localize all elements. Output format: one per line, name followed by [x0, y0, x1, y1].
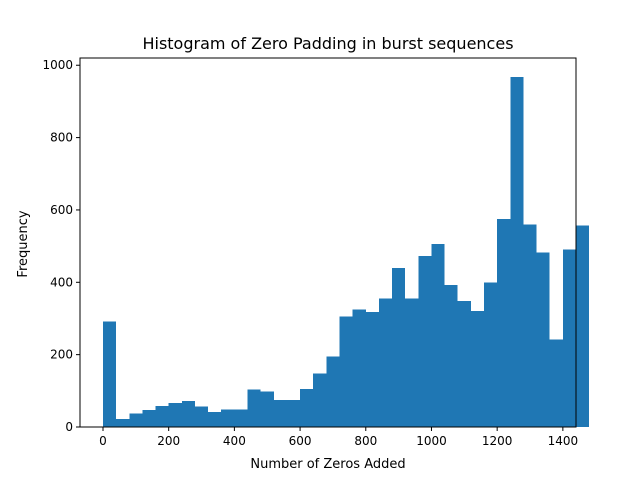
histogram-bar	[470, 311, 485, 427]
histogram-bar	[457, 301, 471, 427]
histogram-bar	[549, 339, 563, 427]
histogram-bar	[155, 406, 169, 427]
histogram-bar	[484, 282, 498, 427]
y-tick-label: 0	[65, 420, 73, 434]
histogram-bar	[444, 284, 458, 427]
histogram-bar	[405, 298, 419, 427]
histogram-bar	[247, 389, 261, 427]
histogram-bar	[392, 267, 406, 427]
histogram-bar	[326, 356, 340, 427]
histogram-bar	[536, 252, 550, 427]
histogram-bar	[300, 389, 314, 427]
histogram-bar	[194, 406, 209, 427]
histogram-bar	[431, 243, 445, 427]
histogram-bar	[562, 249, 576, 427]
histogram-bar	[365, 311, 379, 427]
y-tick-label: 400	[50, 275, 73, 289]
histogram-bar	[418, 255, 432, 427]
x-tick-label: 200	[157, 434, 180, 448]
chart-title: Histogram of Zero Padding in burst seque…	[142, 34, 513, 53]
y-tick-label: 200	[50, 348, 73, 362]
histogram-bar	[497, 218, 511, 427]
y-axis-label: Frequency	[16, 210, 31, 277]
x-tick-label: 400	[223, 434, 246, 448]
histogram-bar	[260, 391, 274, 427]
y-tick-label: 1000	[42, 58, 73, 72]
histogram-bar	[116, 419, 130, 427]
plot-frame	[79, 57, 577, 428]
ticks-group: 0 200 400 600 800 1000 1200 1400 0 200 400 600 800 10…	[42, 58, 578, 448]
histogram-bar	[102, 321, 117, 427]
histogram-bar	[234, 409, 248, 427]
histogram-bar	[313, 373, 327, 427]
histogram-bar	[510, 76, 524, 427]
histogram-bar	[142, 409, 156, 427]
histogram-bar	[129, 413, 143, 427]
histogram-bar	[168, 403, 182, 427]
histogram-bar	[352, 309, 366, 427]
bars-group	[102, 76, 590, 427]
x-tick-label: 1400	[548, 434, 579, 448]
x-tick-label: 0	[99, 434, 107, 448]
histogram-bar	[208, 411, 222, 427]
x-tick-label: 1000	[416, 434, 447, 448]
x-tick-label: 800	[354, 434, 377, 448]
y-tick-label: 600	[50, 203, 73, 217]
histogram-bar	[378, 298, 393, 427]
histogram-bar	[523, 224, 537, 427]
histogram-bar	[273, 399, 287, 427]
histogram-bar	[576, 225, 590, 427]
histogram-bar	[286, 399, 301, 427]
x-tick-label: 600	[289, 434, 312, 448]
x-axis-label: Number of Zeros Added	[250, 457, 405, 472]
x-tick-label: 1200	[482, 434, 513, 448]
histogram-bar	[221, 409, 235, 427]
histogram-bar	[181, 400, 195, 427]
histogram-bar	[339, 316, 353, 427]
y-tick-label: 800	[50, 131, 73, 145]
